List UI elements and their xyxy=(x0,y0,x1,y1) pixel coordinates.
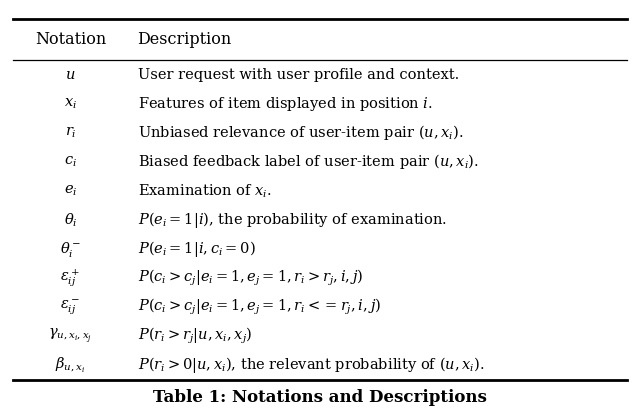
Text: $P(c_i > c_j|e_i = 1, e_j = 1, r_i > r_j, i, j)$: $P(c_i > c_j|e_i = 1, e_j = 1, r_i > r_j… xyxy=(138,268,363,288)
Text: $u$: $u$ xyxy=(65,68,76,82)
Text: Biased feedback label of user-item pair $(u, x_i)$.: Biased feedback label of user-item pair … xyxy=(138,152,479,171)
Text: Features of item displayed in position $i$.: Features of item displayed in position $… xyxy=(138,95,433,113)
Text: $e_i$: $e_i$ xyxy=(64,184,77,198)
Text: Examination of $x_i$.: Examination of $x_i$. xyxy=(138,182,271,200)
Text: $\epsilon_{ij}^-$: $\epsilon_{ij}^-$ xyxy=(60,297,81,317)
Text: $\theta_i$: $\theta_i$ xyxy=(63,211,77,229)
Text: User request with user profile and context.: User request with user profile and conte… xyxy=(138,68,459,82)
Text: Description: Description xyxy=(138,31,232,48)
Text: $P(e_i = 1|i, c_i = 0)$: $P(e_i = 1|i, c_i = 0)$ xyxy=(138,239,255,259)
Text: $\theta_i^-$: $\theta_i^-$ xyxy=(60,239,81,259)
Text: $P(e_i = 1|i)$, the probability of examination.: $P(e_i = 1|i)$, the probability of exami… xyxy=(138,210,447,230)
Text: $\beta_{u,x_i}$: $\beta_{u,x_i}$ xyxy=(55,356,86,375)
Text: $P(r_i > r_j|u, x_i, x_j)$: $P(r_i > r_j|u, x_i, x_j)$ xyxy=(138,326,252,346)
Text: $\gamma_{u,x_i,x_j}$: $\gamma_{u,x_i,x_j}$ xyxy=(49,327,92,345)
Text: Table 1: Notations and Descriptions: Table 1: Notations and Descriptions xyxy=(153,389,487,406)
Text: Unbiased relevance of user-item pair $(u, x_i)$.: Unbiased relevance of user-item pair $(u… xyxy=(138,123,463,142)
Text: $\epsilon_{ij}^+$: $\epsilon_{ij}^+$ xyxy=(60,267,81,289)
Text: $P(c_i > c_j|e_i = 1, e_j = 1, r_i <= r_j, i, j)$: $P(c_i > c_j|e_i = 1, e_j = 1, r_i <= r_… xyxy=(138,297,381,317)
Text: $P(r_i > 0|u, x_i)$, the relevant probability of $(u, x_i)$.: $P(r_i > 0|u, x_i)$, the relevant probab… xyxy=(138,355,484,375)
Text: Notation: Notation xyxy=(35,31,106,48)
Text: $r_i$: $r_i$ xyxy=(65,126,76,140)
Text: $x_i$: $x_i$ xyxy=(64,97,77,111)
Text: $c_i$: $c_i$ xyxy=(64,155,77,169)
